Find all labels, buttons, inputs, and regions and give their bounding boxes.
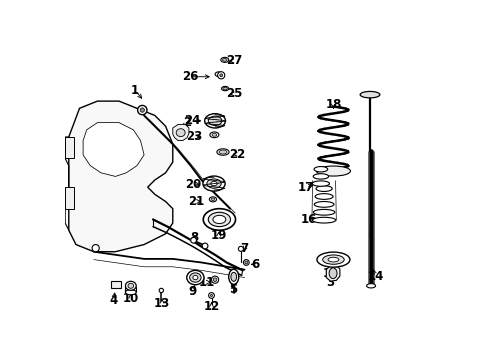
Text: 20: 20 (185, 178, 201, 191)
Text: 13: 13 (154, 297, 170, 310)
Ellipse shape (204, 114, 225, 128)
Ellipse shape (312, 181, 329, 186)
Text: 3: 3 (326, 276, 334, 289)
Ellipse shape (217, 149, 228, 155)
Text: 18: 18 (325, 98, 341, 111)
Text: 5: 5 (228, 283, 237, 296)
Text: 9: 9 (188, 285, 196, 298)
Text: 11: 11 (198, 276, 215, 289)
Bar (65, 137, 74, 158)
Ellipse shape (360, 91, 379, 98)
Text: 16: 16 (300, 213, 317, 226)
Circle shape (217, 72, 224, 79)
Ellipse shape (186, 270, 203, 285)
Ellipse shape (316, 166, 350, 176)
Ellipse shape (212, 134, 216, 136)
Ellipse shape (211, 198, 214, 201)
Ellipse shape (312, 174, 328, 179)
Ellipse shape (203, 209, 235, 230)
Circle shape (190, 237, 196, 243)
Circle shape (140, 108, 144, 112)
Ellipse shape (316, 252, 349, 267)
Polygon shape (172, 125, 188, 140)
Ellipse shape (128, 283, 133, 288)
Text: 24: 24 (184, 114, 200, 127)
Ellipse shape (322, 255, 344, 264)
Text: 7: 7 (240, 242, 248, 255)
Circle shape (243, 260, 249, 265)
Circle shape (159, 288, 163, 293)
Ellipse shape (125, 290, 136, 295)
Circle shape (210, 294, 212, 297)
Ellipse shape (328, 268, 336, 279)
Ellipse shape (210, 181, 217, 186)
Text: 6: 6 (251, 258, 259, 271)
Ellipse shape (192, 275, 198, 280)
Circle shape (92, 244, 99, 252)
Text: 15: 15 (322, 267, 338, 280)
Ellipse shape (212, 215, 225, 224)
Ellipse shape (209, 132, 219, 138)
Ellipse shape (230, 273, 236, 281)
Ellipse shape (203, 176, 224, 191)
Ellipse shape (189, 273, 201, 282)
Circle shape (211, 276, 218, 283)
Ellipse shape (223, 87, 227, 90)
Ellipse shape (366, 284, 375, 288)
Circle shape (238, 246, 243, 251)
Ellipse shape (176, 129, 185, 136)
Ellipse shape (221, 57, 228, 62)
Text: 14: 14 (366, 270, 383, 283)
Ellipse shape (221, 86, 228, 91)
Text: 8: 8 (190, 231, 198, 244)
Text: 2: 2 (183, 116, 191, 129)
Text: 12: 12 (203, 300, 219, 313)
Circle shape (137, 105, 147, 115)
Ellipse shape (206, 179, 221, 188)
Circle shape (213, 278, 217, 282)
Text: 27: 27 (226, 54, 242, 67)
Ellipse shape (313, 210, 334, 215)
Ellipse shape (208, 116, 222, 126)
Ellipse shape (222, 58, 226, 61)
Bar (65, 187, 74, 209)
Ellipse shape (219, 150, 226, 154)
Ellipse shape (215, 72, 222, 77)
Circle shape (202, 243, 207, 249)
Bar (110, 281, 121, 288)
Circle shape (219, 74, 222, 77)
Text: 17: 17 (298, 181, 314, 194)
Text: 1: 1 (131, 84, 139, 97)
Text: 10: 10 (122, 292, 139, 305)
Text: 21: 21 (187, 195, 204, 208)
Ellipse shape (315, 186, 331, 192)
Ellipse shape (228, 269, 238, 284)
Ellipse shape (125, 281, 136, 290)
Polygon shape (325, 265, 339, 281)
Ellipse shape (312, 217, 335, 223)
Ellipse shape (314, 194, 332, 199)
Text: 25: 25 (226, 87, 242, 100)
Ellipse shape (209, 197, 216, 202)
Text: 4: 4 (109, 294, 118, 307)
Text: 22: 22 (229, 148, 245, 161)
Ellipse shape (208, 212, 230, 226)
Polygon shape (69, 101, 172, 252)
Text: 19: 19 (210, 229, 226, 242)
Polygon shape (83, 123, 144, 176)
Ellipse shape (327, 257, 338, 262)
Ellipse shape (313, 167, 327, 172)
Text: 26: 26 (182, 70, 198, 83)
Circle shape (244, 261, 247, 264)
Text: 23: 23 (186, 130, 202, 144)
Circle shape (208, 293, 214, 298)
Ellipse shape (314, 202, 333, 207)
